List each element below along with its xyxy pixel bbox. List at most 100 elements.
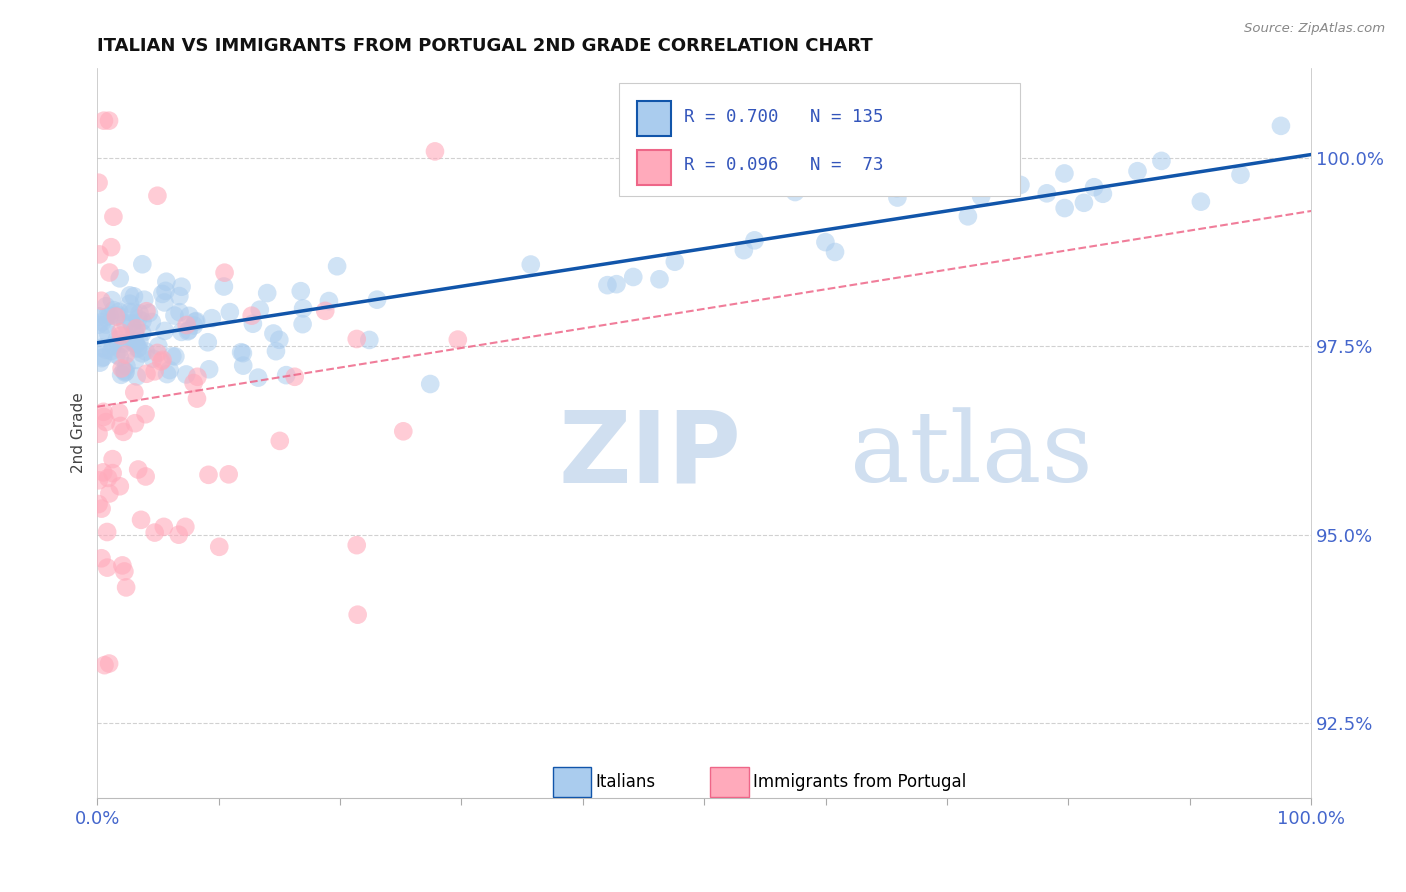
Point bbox=[290, 284, 312, 298]
Point bbox=[179, 309, 201, 323]
Point bbox=[111, 558, 134, 573]
Point bbox=[359, 333, 381, 347]
Point bbox=[214, 266, 236, 280]
Point bbox=[135, 469, 157, 483]
Point bbox=[105, 348, 128, 362]
Point bbox=[131, 346, 153, 360]
Point bbox=[146, 346, 169, 360]
Point bbox=[128, 334, 150, 348]
FancyBboxPatch shape bbox=[637, 101, 672, 136]
Point bbox=[218, 305, 240, 319]
Point bbox=[886, 190, 908, 204]
Point bbox=[134, 293, 156, 307]
Point bbox=[197, 335, 219, 350]
Point bbox=[98, 266, 121, 280]
Point bbox=[785, 185, 807, 199]
Point bbox=[124, 352, 146, 367]
Point bbox=[96, 560, 118, 574]
Point bbox=[110, 419, 132, 434]
Point bbox=[87, 426, 110, 441]
Point bbox=[90, 551, 112, 566]
Point bbox=[198, 362, 221, 376]
Point bbox=[201, 311, 224, 326]
Point bbox=[1083, 180, 1105, 194]
Point bbox=[174, 520, 197, 534]
Point bbox=[153, 324, 176, 338]
Point bbox=[824, 244, 846, 259]
Point bbox=[110, 328, 132, 343]
Point bbox=[392, 425, 415, 439]
Point bbox=[247, 370, 270, 384]
Point bbox=[326, 259, 349, 273]
Point bbox=[114, 317, 136, 331]
Point bbox=[153, 520, 176, 534]
Point bbox=[269, 333, 291, 347]
Point bbox=[89, 247, 111, 261]
Point bbox=[94, 415, 117, 429]
Point bbox=[120, 333, 142, 347]
Point bbox=[177, 323, 200, 337]
Point bbox=[124, 334, 146, 349]
Point bbox=[170, 325, 193, 339]
Point bbox=[169, 289, 191, 303]
FancyBboxPatch shape bbox=[619, 83, 1019, 195]
Point bbox=[100, 240, 122, 254]
Point bbox=[93, 409, 115, 424]
Point bbox=[423, 145, 446, 159]
Point bbox=[96, 524, 118, 539]
Point bbox=[107, 308, 129, 322]
Point bbox=[89, 356, 111, 370]
Point bbox=[155, 275, 177, 289]
Point bbox=[112, 425, 135, 439]
Point bbox=[108, 406, 131, 420]
Point bbox=[970, 189, 993, 203]
Point bbox=[956, 210, 979, 224]
Point bbox=[152, 352, 174, 367]
Point bbox=[87, 473, 110, 487]
Point bbox=[98, 113, 121, 128]
Point bbox=[110, 342, 132, 356]
Point bbox=[122, 336, 145, 351]
Point bbox=[124, 326, 146, 341]
FancyBboxPatch shape bbox=[637, 150, 672, 185]
Point bbox=[91, 350, 114, 364]
Point bbox=[90, 341, 112, 355]
Point bbox=[184, 315, 207, 329]
Point bbox=[127, 342, 149, 356]
Point bbox=[596, 278, 619, 293]
Text: Immigrants from Portugal: Immigrants from Portugal bbox=[752, 773, 966, 791]
Point bbox=[135, 344, 157, 359]
Point bbox=[447, 333, 470, 347]
Point bbox=[104, 310, 127, 324]
Point bbox=[115, 581, 138, 595]
Point bbox=[162, 349, 184, 363]
Point bbox=[314, 303, 336, 318]
Point bbox=[90, 293, 112, 308]
Point bbox=[174, 368, 197, 382]
Text: ITALIAN VS IMMIGRANTS FROM PORTUGAL 2ND GRADE CORRELATION CHART: ITALIAN VS IMMIGRANTS FROM PORTUGAL 2ND … bbox=[97, 37, 873, 55]
Point bbox=[150, 354, 173, 368]
Point bbox=[186, 314, 208, 328]
Point bbox=[141, 315, 163, 329]
Point bbox=[135, 304, 157, 318]
Point bbox=[97, 326, 120, 341]
Point bbox=[1270, 119, 1292, 133]
Point bbox=[112, 565, 135, 579]
Point bbox=[240, 309, 263, 323]
FancyBboxPatch shape bbox=[553, 767, 592, 797]
Text: Italians: Italians bbox=[595, 773, 655, 791]
Point bbox=[87, 318, 110, 332]
Point bbox=[318, 293, 340, 308]
Point bbox=[90, 326, 112, 341]
Point bbox=[183, 376, 205, 390]
Point bbox=[94, 299, 117, 313]
Text: Source: ZipAtlas.com: Source: ZipAtlas.com bbox=[1244, 22, 1385, 36]
Point bbox=[131, 326, 153, 340]
Point bbox=[122, 305, 145, 319]
Point bbox=[143, 364, 166, 378]
Point bbox=[183, 318, 205, 333]
Point bbox=[135, 367, 157, 381]
Point bbox=[1073, 195, 1095, 210]
Point bbox=[101, 452, 124, 467]
Point bbox=[291, 317, 314, 331]
